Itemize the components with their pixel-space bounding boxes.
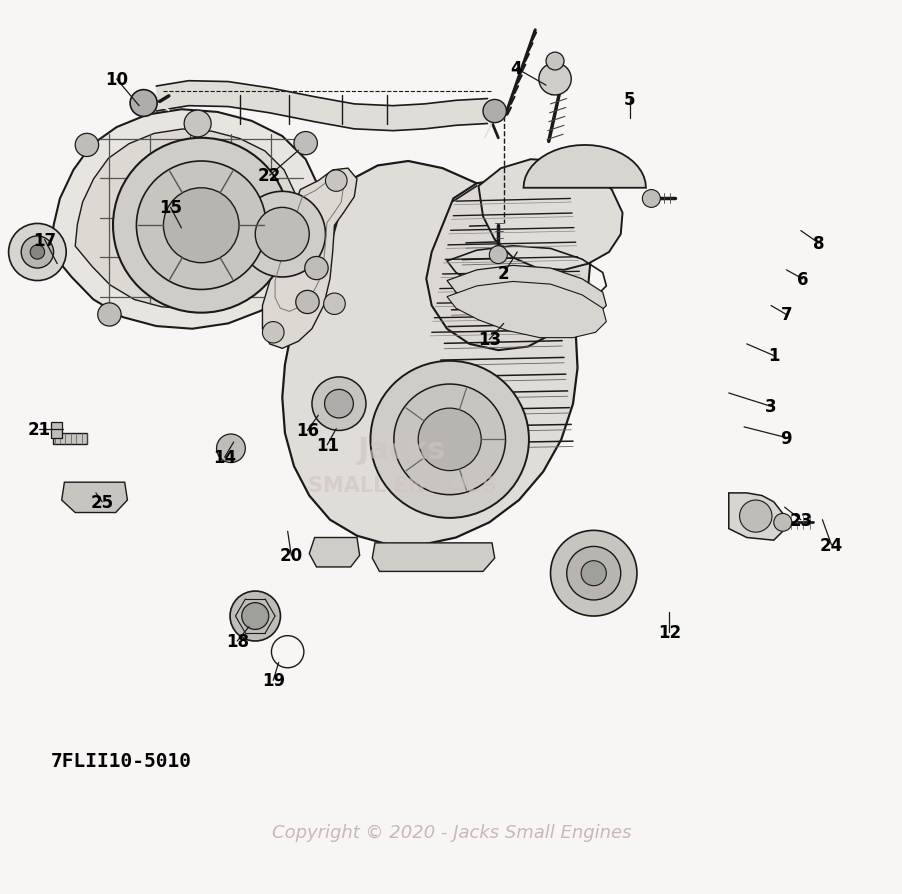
- Circle shape: [739, 501, 771, 533]
- Text: 25: 25: [90, 493, 114, 511]
- Circle shape: [239, 192, 325, 278]
- Polygon shape: [262, 169, 356, 349]
- Text: 6: 6: [796, 271, 807, 289]
- Circle shape: [184, 111, 211, 138]
- Text: 10: 10: [105, 71, 128, 89]
- Text: 13: 13: [477, 331, 501, 349]
- Text: 5: 5: [623, 90, 635, 108]
- Circle shape: [30, 246, 44, 260]
- Polygon shape: [446, 283, 605, 338]
- Circle shape: [418, 409, 481, 471]
- Circle shape: [773, 514, 791, 532]
- Circle shape: [230, 591, 281, 641]
- Circle shape: [75, 134, 98, 157]
- Circle shape: [483, 100, 506, 123]
- Text: 23: 23: [788, 511, 812, 529]
- Bar: [51, 422, 61, 438]
- Circle shape: [566, 547, 620, 600]
- Polygon shape: [478, 160, 621, 271]
- Text: 4: 4: [510, 60, 521, 78]
- Text: Copyright © 2020 - Jacks Small Engines: Copyright © 2020 - Jacks Small Engines: [272, 823, 630, 841]
- Circle shape: [305, 257, 327, 281]
- Circle shape: [581, 561, 605, 586]
- Circle shape: [489, 247, 507, 265]
- Text: Jacks: Jacks: [357, 436, 446, 465]
- Text: 7: 7: [779, 306, 791, 325]
- Polygon shape: [446, 266, 605, 322]
- Polygon shape: [61, 483, 127, 513]
- Circle shape: [393, 384, 505, 495]
- Circle shape: [325, 171, 346, 192]
- Bar: [52, 434, 87, 444]
- Polygon shape: [426, 180, 591, 350]
- Circle shape: [216, 434, 245, 463]
- Text: 9: 9: [779, 429, 791, 447]
- Polygon shape: [51, 110, 323, 329]
- Circle shape: [136, 162, 266, 291]
- Circle shape: [262, 322, 284, 343]
- Text: 14: 14: [213, 449, 236, 467]
- Circle shape: [163, 189, 239, 264]
- Circle shape: [294, 132, 317, 156]
- Circle shape: [323, 294, 345, 315]
- Text: 2: 2: [497, 266, 509, 283]
- Circle shape: [324, 390, 353, 418]
- Text: SMALL ENGINES: SMALL ENGINES: [308, 476, 496, 495]
- Text: 24: 24: [819, 536, 842, 554]
- Text: 12: 12: [657, 623, 680, 641]
- Circle shape: [550, 531, 636, 616]
- Circle shape: [538, 63, 571, 96]
- Polygon shape: [523, 146, 645, 189]
- Circle shape: [113, 139, 290, 313]
- Circle shape: [255, 208, 308, 262]
- Circle shape: [21, 237, 53, 269]
- Circle shape: [311, 377, 365, 431]
- Circle shape: [370, 361, 529, 519]
- Polygon shape: [75, 130, 299, 309]
- Circle shape: [296, 291, 318, 314]
- Circle shape: [641, 190, 659, 208]
- Circle shape: [97, 303, 121, 326]
- Text: 11: 11: [316, 436, 338, 454]
- Text: 16: 16: [296, 422, 318, 440]
- Text: 22: 22: [258, 167, 281, 185]
- Polygon shape: [728, 493, 782, 541]
- Text: 17: 17: [33, 232, 56, 249]
- Text: 15: 15: [159, 199, 182, 217]
- Polygon shape: [156, 81, 487, 131]
- Text: 20: 20: [280, 547, 302, 565]
- Circle shape: [130, 90, 157, 117]
- Circle shape: [546, 53, 564, 71]
- Circle shape: [9, 224, 66, 282]
- Polygon shape: [372, 544, 494, 572]
- Polygon shape: [282, 162, 577, 545]
- Circle shape: [242, 603, 269, 629]
- Polygon shape: [308, 538, 359, 568]
- Text: 8: 8: [812, 235, 824, 253]
- Text: 1: 1: [768, 347, 778, 365]
- Text: 18: 18: [226, 632, 248, 650]
- Text: 7FLII10-5010: 7FLII10-5010: [51, 751, 192, 771]
- Text: 21: 21: [28, 420, 51, 438]
- Text: 3: 3: [764, 398, 776, 416]
- Text: 19: 19: [262, 671, 284, 689]
